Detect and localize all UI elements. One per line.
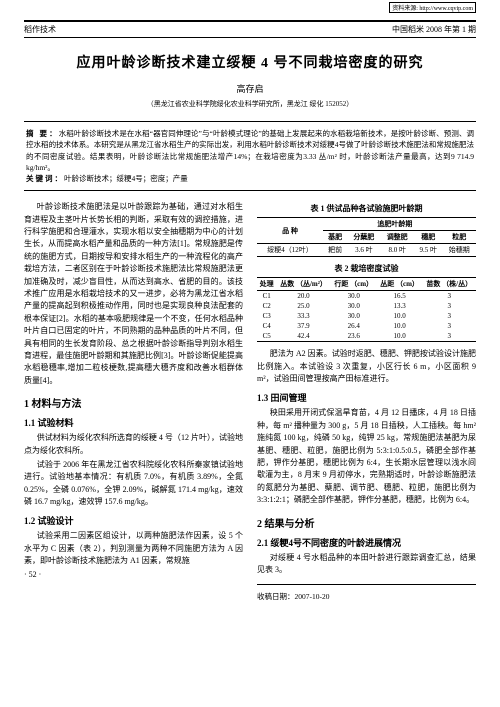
t1-r0c3: 8.0 叶 — [381, 244, 414, 257]
t2c: 26.4 — [331, 321, 377, 331]
t1-h-追肥: 追肥叶龄期 — [347, 218, 442, 231]
t1-h2-调整肥: 调整肥 — [381, 231, 414, 244]
t2c: 20.0 — [276, 291, 330, 302]
section-1-2-para-0: 试验采用二因素区组设计，以两种施肥法作因素，设 5 个水平为 C 因素（表 2）… — [24, 530, 243, 567]
t2c: 23.6 — [331, 331, 377, 342]
keywords-label: 关键词： — [26, 174, 64, 183]
running-head: 稻作技术 中国稻米 2008 年第 1 期 — [24, 24, 476, 38]
t2c: C5 — [257, 331, 276, 342]
page-number: · 52 · — [24, 570, 243, 579]
section-1-2-heading: 1.2 试验设计 — [24, 514, 243, 527]
section-1-heading: 1 材料与方法 — [24, 395, 243, 410]
header-top-rule — [24, 20, 476, 22]
t2c: C4 — [257, 321, 276, 331]
keywords-body: 叶龄诊断技术；绥粳4号；密度；产量 — [64, 174, 188, 183]
header-right: 中国稻米 2008 年第 1 期 — [392, 24, 476, 35]
t1-h2-基肥: 基肥 — [323, 231, 347, 244]
abstract-label: 摘 要： — [26, 129, 59, 138]
footnote-rule — [257, 584, 476, 585]
t1-h2-穗肥: 穗肥 — [414, 231, 443, 244]
t2c: C1 — [257, 291, 276, 302]
author: 高存启 — [24, 82, 476, 95]
t2c: 37.9 — [276, 321, 330, 331]
t1-r0c0: 绥粳4（12叶） — [257, 244, 323, 257]
t1-h2-分蘖肥: 分蘖肥 — [347, 231, 380, 244]
t2c: 25.0 — [276, 301, 330, 311]
t2c: 10.0 — [377, 331, 423, 342]
keywords-text: 关键词：叶龄诊断技术；绥粳4号；密度；产量 — [26, 173, 474, 184]
header-left: 稻作技术 — [24, 24, 56, 35]
t2c: 42.4 — [276, 331, 330, 342]
t2c: 30.0 — [331, 311, 377, 321]
t2c: 3 — [423, 291, 476, 302]
right-column: 表 1 供试品种各试验施肥叶龄期 品 种 追肥叶龄期 基肥 分蘖肥 调整肥 穗肥… — [257, 201, 476, 602]
t1-r0c2: 3.6 叶 — [347, 244, 380, 257]
abstract-block: 摘 要：水稻叶龄诊断技术是在水稻“器官同伸理论”与“叶龄模式理论”的基础上发展起… — [24, 121, 476, 191]
t2c: C2 — [257, 301, 276, 311]
t2c: 30.0 — [331, 291, 377, 302]
table2: 处理 丛数 （丛/m²） 行距 （cm） 丛距 （cm） 苗数 （株/丛） C1… — [257, 277, 476, 342]
t1-r0c5: 始穗期 — [443, 244, 476, 257]
t2-h3: 丛距 （cm） — [377, 278, 423, 291]
two-column-body: 叶龄诊断技术施肥法是以叶龄跟踪为基础，通过对水稻生育进程及主茎叶片长势长相的判断… — [24, 201, 476, 602]
abstract-text: 摘 要：水稻叶龄诊断技术是在水稻“器官同伸理论”与“叶龄模式理论”的基础上发展起… — [26, 128, 474, 173]
t1-h-empty2 — [443, 218, 476, 231]
t2-h1: 丛数 （丛/m²） — [276, 278, 330, 291]
t2c: 3 — [423, 321, 476, 331]
url-tag: 资料来源: http://www.cqvip.com — [389, 2, 476, 13]
section-1-3-heading: 1.3 田间管理 — [257, 391, 476, 404]
section-2-heading: 2 结果与分析 — [257, 515, 476, 530]
t1-h-品种: 品 种 — [257, 218, 323, 244]
t2c: 30.0 — [331, 301, 377, 311]
t2c: C3 — [257, 311, 276, 321]
received-date: 收稿日期：2007-10-20 — [257, 591, 476, 602]
affiliation: （黑龙江省农业科学院绥化农业科学研究所，黑龙江 绥化 152052） — [24, 99, 476, 109]
right-para-top: 肥法为 A2 因素。试验时返肥、穗肥、钾肥按试验设计施肥比例施入。本试验设 3 … — [257, 348, 476, 385]
t1-r0c4: 9.5 叶 — [414, 244, 443, 257]
t2c: 3 — [423, 301, 476, 311]
t2c: 10.0 — [377, 321, 423, 331]
section-1-3-para: 秧田采用开闭式保温旱育苗，4 月 12 日播床，4 月 18 日插种，每 m² … — [257, 407, 476, 506]
table1-caption: 表 1 供试品种各试验施肥叶龄期 — [257, 203, 476, 214]
section-1-1-para-0: 供试材料为绥化农科所选育的绥粳 4 号（12 片叶），试验地点为绥化农科所。 — [24, 432, 243, 457]
section-2-1-heading: 2.1 绥粳4号不同密度的叶龄进展情况 — [257, 536, 476, 549]
t1-r0c1: 耙前 — [323, 244, 347, 257]
t2c: 33.3 — [276, 311, 330, 321]
table2-caption: 表 2 栽培密度试验 — [257, 263, 476, 274]
page-title: 应用叶龄诊断技术建立绥粳 4 号不同栽培密度的研究 — [24, 52, 476, 72]
t2c: 13.3 — [377, 301, 423, 311]
t2c: 16.5 — [377, 291, 423, 302]
t2-h2: 行距 （cm） — [331, 278, 377, 291]
t1-h2-粒肥: 粒肥 — [443, 231, 476, 244]
t2c: 10.0 — [377, 311, 423, 321]
left-column: 叶龄诊断技术施肥法是以叶龄跟踪为基础，通过对水稻生育进程及主茎叶片长势长相的判断… — [24, 201, 243, 602]
table1: 品 种 追肥叶龄期 基肥 分蘖肥 调整肥 穗肥 粒肥 绥粳4（12叶） 耙前 3… — [257, 217, 476, 257]
section-1-1-heading: 1.1 试验材料 — [24, 416, 243, 429]
t2-h4: 苗数 （株/丛） — [423, 278, 476, 291]
t2c: 3 — [423, 311, 476, 321]
t2-h0: 处理 — [257, 278, 276, 291]
section-2-1-para: 对绥粳 4 号水稻品种的本田叶龄进行跟踪调查汇总，结果见表 3。 — [257, 552, 476, 577]
intro-para: 叶龄诊断技术施肥法是以叶龄跟踪为基础，通过对水稻生育进程及主茎叶片长势长相的判断… — [24, 201, 243, 387]
section-1-1-para-1: 试验于 2006 年在黑龙江省农科院绥化农科所秦家镇试验地进行。试验地基本情况：… — [24, 459, 243, 509]
t2c: 3 — [423, 331, 476, 342]
abstract-body: 水稻叶龄诊断技术是在水稻“器官同伸理论”与“叶龄模式理论”的基础上发展起来的水稻… — [26, 129, 474, 172]
t1-h-empty — [323, 218, 347, 231]
